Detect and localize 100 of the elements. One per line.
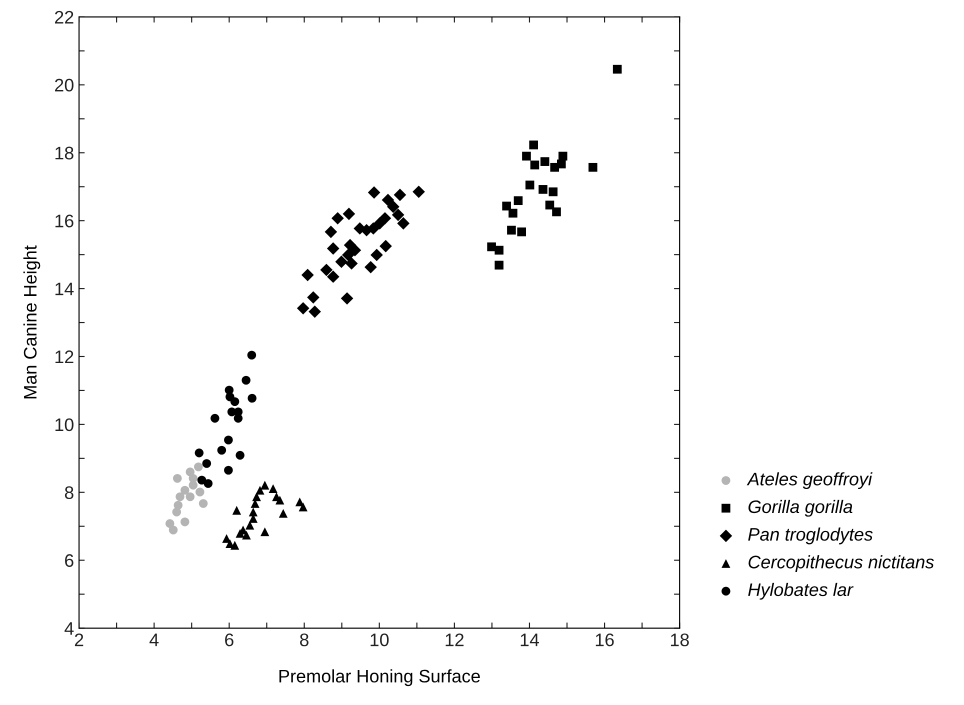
point [508,208,518,218]
point [548,187,558,196]
y-tick-label: 12 [55,350,74,364]
point [494,260,504,270]
point [397,217,410,230]
point [168,526,178,534]
point [331,212,344,224]
y-tick-label: 6 [65,554,74,567]
x-tick-label: 6 [225,633,234,646]
point [342,208,356,220]
x-tick-label: 16 [596,633,614,646]
point [247,350,256,360]
point [364,260,377,274]
point [278,508,288,518]
point [242,530,251,540]
point [260,480,270,490]
point [172,508,182,516]
point [552,207,561,216]
y-axis-title: Man Canine Height [23,245,40,398]
point [198,499,208,508]
point [538,185,548,194]
point [242,376,250,385]
point [230,397,240,406]
point [529,140,538,150]
point [530,160,540,170]
legend-label: Cercopithecus nictitans [748,555,934,572]
point [197,476,206,484]
y-tick-label: 4 [64,622,74,635]
point [236,529,244,538]
y-tick-label: 20 [55,78,74,92]
point [540,157,550,166]
point [370,248,383,262]
point [194,448,204,458]
point [307,291,320,304]
y-tick-label: 22 [55,10,74,24]
x-tick-label: 2 [74,633,84,646]
point [202,459,212,468]
x-tick-label: 18 [670,633,689,646]
point [326,270,340,283]
x-axis-title: Premolar Honing Surface [279,669,480,686]
point [260,527,270,536]
legend-label: Gorilla gorilla [748,500,852,517]
point [392,208,404,222]
point [324,226,338,238]
point [180,486,190,495]
point [517,227,526,236]
point [296,302,310,314]
x-tick-label: 10 [370,633,389,646]
point [230,540,240,550]
point [412,186,425,198]
x-tick-label: 8 [300,633,308,646]
point [217,446,226,455]
point [232,506,242,515]
point [194,462,203,472]
point [345,257,358,270]
point [180,517,190,526]
point [522,152,531,161]
point [394,188,406,202]
point [176,492,184,502]
point [196,488,204,496]
point [320,264,333,276]
point [204,479,213,488]
x-tick-label: 4 [150,634,159,646]
point [186,492,195,502]
x-tick-label: 12 [446,633,464,646]
point [494,246,504,255]
point [301,268,314,282]
point [248,394,256,403]
point [252,492,261,502]
point [507,226,516,235]
y-tick-label: 8 [64,486,74,500]
y-tick-label: 18 [55,146,74,160]
point [514,196,523,206]
point [275,496,284,505]
point [308,305,321,318]
point [165,519,174,528]
y-tick-label: 16 [55,214,74,228]
point [382,194,394,206]
point [502,202,511,210]
point [340,292,354,305]
point [173,474,182,483]
point [525,180,534,190]
point [374,217,386,230]
point [245,520,254,530]
point [224,466,233,475]
legend-label: Ateles geoffroyi [746,472,872,490]
point [236,450,244,460]
point [268,484,278,493]
point [588,162,598,172]
point [224,436,233,444]
point [326,242,340,255]
point [387,200,400,213]
point [210,414,220,423]
point [380,240,392,252]
legend-label: Hylobates lar [748,582,854,600]
point [335,256,348,268]
point [545,200,554,210]
point [248,508,258,516]
y-tick-label: 14 [55,282,74,296]
legend-label: Pan troglodytes [748,528,873,544]
